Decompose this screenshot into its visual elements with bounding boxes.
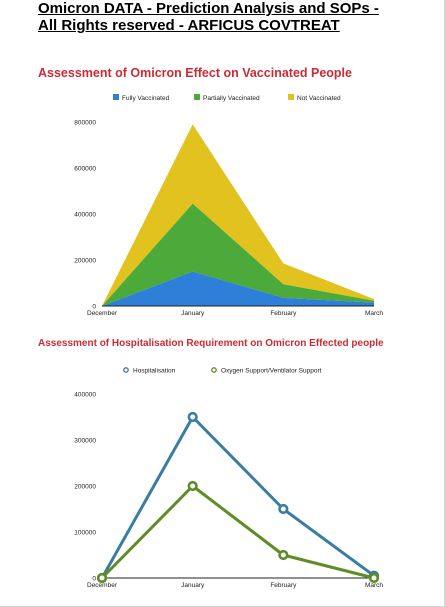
area-not-vaccinated	[102, 124, 374, 306]
legend-label-oxygen-support-ventilator-support: Oxygen Support/Ventilator Support	[221, 368, 322, 375]
point-oxygen-support-ventilator-support	[278, 549, 289, 561]
x-tick-label: January	[181, 310, 205, 317]
legend-marker-hospitalisation	[123, 367, 129, 373]
document-title: Omicron DATA - Prediction Analysis and S…	[38, 0, 438, 34]
legend-label-fully-vaccinated: Fully Vaccinated	[122, 95, 170, 102]
legend-marker-oxygen-support-ventilator-support	[211, 367, 217, 373]
y-tick-label: 800000	[74, 120, 96, 127]
y-tick-label: 200000	[74, 484, 96, 491]
x-tick-label: February	[270, 582, 297, 589]
y-tick-label: 100000	[74, 530, 96, 537]
y-tick-label: 600000	[74, 166, 96, 173]
x-tick-label: March	[365, 582, 383, 589]
area-partially-vaccinated	[102, 203, 374, 306]
legend-swatch-partially-vaccinated	[194, 94, 200, 100]
y-tick-label: 400000	[74, 392, 96, 399]
point-oxygen-support-ventilator-support	[368, 572, 380, 584]
x-tick-label: December	[87, 310, 118, 317]
x-tick-label: January	[181, 582, 205, 589]
legend-swatch-not-vaccinated	[288, 94, 294, 100]
y-tick-label: 400000	[74, 212, 96, 219]
hospitalisation-chart-title: Assessment of Hospitalisation Requiremen…	[38, 338, 384, 349]
legend-label-partially-vaccinated: Partially Vaccinated	[203, 95, 260, 102]
x-tick-label: March	[365, 310, 383, 317]
legend-label-hospitalisation: Hospitalisation	[133, 368, 176, 375]
line-hospitalisation	[100, 415, 375, 579]
x-tick-label: December	[87, 582, 118, 589]
y-tick-label: 0	[92, 304, 96, 311]
document-title-line-2: All Rights reserved - ARFICUS COVTREAT	[38, 17, 340, 34]
line-oxygen-support-ventilator-support	[100, 484, 375, 580]
y-tick-label: 300000	[74, 438, 96, 445]
legend-swatch-fully-vaccinated	[113, 94, 119, 100]
point-hospitalisation	[278, 503, 289, 515]
document-title-line-1: Omicron DATA - Prediction Analysis and S…	[38, 0, 379, 17]
vaccination-area-chart: 0 200000 400000 600000 800000 December January…	[74, 94, 383, 317]
vaccination-chart-title: Assessment of Omicron Effect on Vaccinat…	[38, 66, 352, 80]
x-tick-label: February	[270, 310, 297, 317]
y-tick-label: 0	[92, 576, 96, 583]
hospitalisation-line-chart: 0 100000 200000 300000 400000 December January…	[74, 367, 383, 589]
point-oxygen-support-ventilator-support	[96, 572, 108, 584]
point-oxygen-support-ventilator-support	[187, 480, 198, 492]
point-hospitalisation	[187, 411, 198, 423]
y-tick-label: 200000	[74, 258, 96, 265]
legend-label-not-vaccinated: Not Vaccinated	[297, 95, 341, 102]
area-fully-vaccinated	[102, 271, 374, 306]
